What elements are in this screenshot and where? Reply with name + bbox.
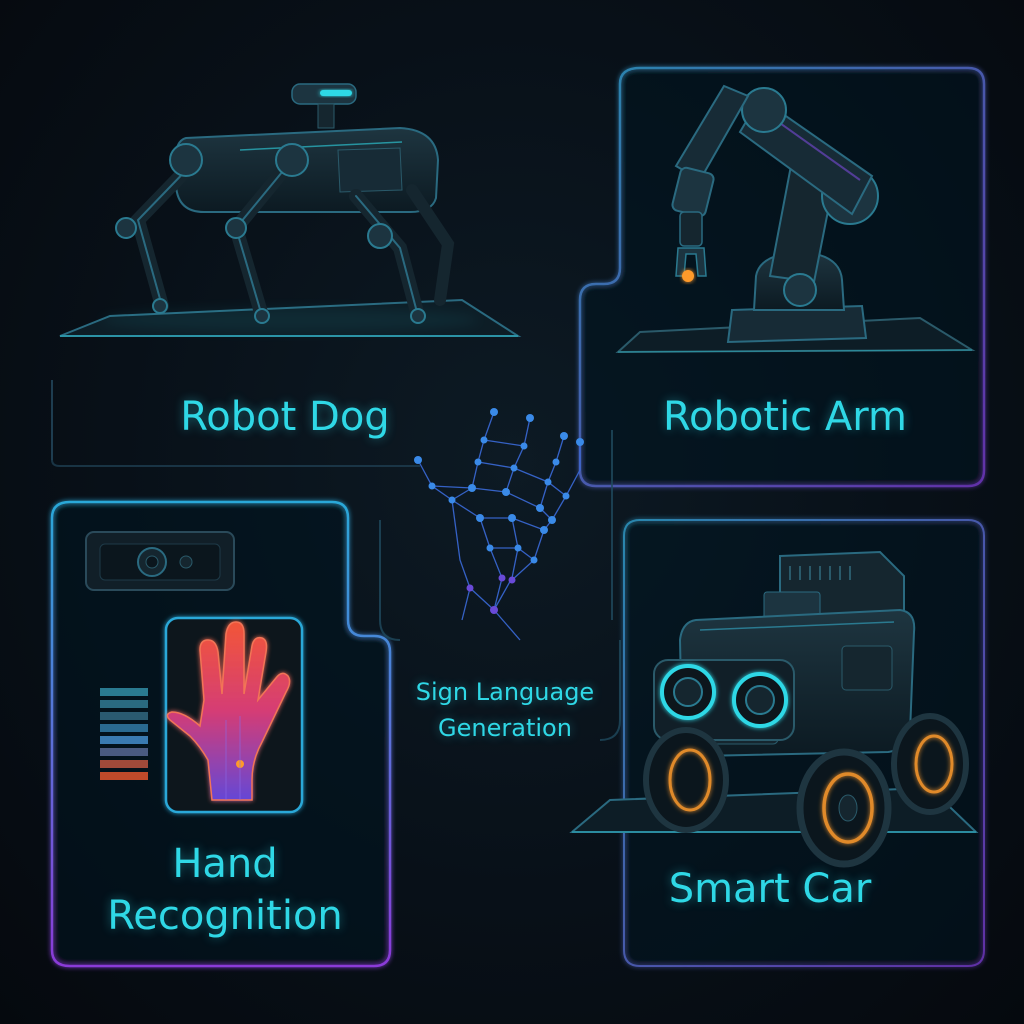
smart-car-label: Smart Car	[668, 866, 872, 912]
hand-wireframe-icon	[417, 411, 581, 641]
robot-dog-frame	[51, 380, 420, 467]
robotic-arm-icon	[615, 84, 976, 354]
robot-dog-label: Robot Dog	[180, 394, 390, 440]
hand-recognition-label: Hand Recognition	[107, 841, 343, 939]
robotic-arm-label: Robotic Arm	[663, 394, 907, 440]
heat-hand-icon	[166, 621, 291, 801]
hand-wireframe-nodes	[414, 408, 584, 614]
sign-language-label: Sign Language Generation	[415, 678, 595, 742]
smart-car-icon	[569, 550, 979, 868]
camera-module-icon	[85, 531, 235, 591]
circuit-lines	[379, 430, 621, 741]
robot-dog-icon	[59, 83, 522, 337]
heat-scale-bar	[100, 688, 148, 780]
